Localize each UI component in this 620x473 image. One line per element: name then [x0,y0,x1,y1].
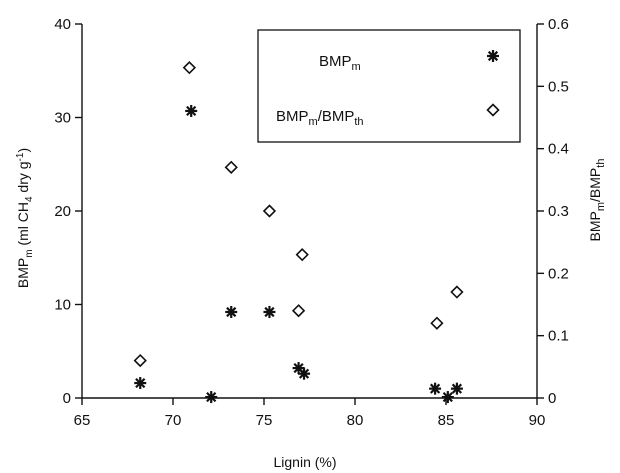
y-axis-right-label: BMPm/BMPth [587,159,607,242]
legend-box [257,29,521,143]
legend-entry-1-label: BMPm [319,53,361,73]
data-point-diamond [182,61,197,75]
legend-asterisk-marker [487,50,499,62]
legend-entry-2-label: BMPm/BMPth [276,108,364,128]
y-left-tick-label: 20 [54,203,71,220]
data-point-diamond [291,304,306,318]
data-point-diamond [133,353,147,368]
data-point-diamond [224,160,238,174]
data-point-diamond [295,248,309,262]
y-right-tick-label: 0.3 [548,203,569,220]
data-point-asterisk [450,382,463,395]
data-point-diamond [430,316,444,330]
legend: BMPm BMPm/BMPth [257,29,521,143]
y-right-tick-label: 0.5 [548,78,569,95]
x-tick-label: 90 [529,412,546,429]
x-tick-label: 80 [347,412,364,429]
legend-asterisk [487,50,499,62]
data-point-asterisk [429,382,442,395]
data-point-diamond [262,204,277,218]
data-point-asterisk [263,305,276,318]
data-point-asterisk [225,305,238,318]
data-point-asterisk [134,377,147,390]
y-right-tick-label: 0.6 [548,16,569,33]
y-left-tick-label: 40 [54,16,71,33]
y-left-tick-label: 30 [54,110,71,127]
data-point-asterisk [185,104,198,117]
data-point-asterisk [298,367,311,380]
legend-diamond [486,103,500,117]
x-tick-label: 70 [165,412,182,429]
data-point-diamond [450,285,464,299]
data-point-asterisk [441,391,454,404]
y-right-tick-label: 0 [548,390,556,407]
legend-diamond-marker [486,103,500,117]
y-left-tick-label: 10 [54,297,71,314]
x-tick-label: 65 [74,412,91,429]
x-tick-label: 75 [256,412,273,429]
y-axis-left-label: BMPm (ml CH4 dry g-1) [15,148,35,288]
y-left-tick-label: 0 [63,390,71,407]
y-right-tick-label: 0.1 [548,328,569,345]
x-tick-label: 85 [438,412,455,429]
y-right-tick-label: 0.4 [548,141,569,158]
y-right-tick-label: 0.2 [548,265,569,282]
data-point-asterisk [205,391,218,404]
data-marks [133,61,464,404]
x-axis-label: Lignin (%) [273,454,336,470]
